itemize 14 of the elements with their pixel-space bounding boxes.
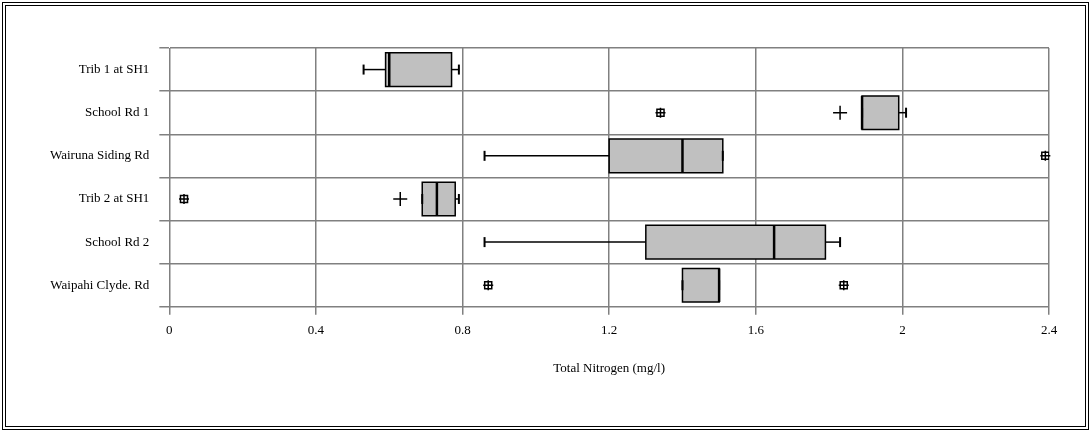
y-tick-label: Wairuna Siding Rd [49, 147, 150, 163]
y-tick-label: Trib 2 at SH1 [78, 190, 150, 206]
x-tick-label: 2.4 [1040, 322, 1058, 338]
x-axis-title: Total Nitrogen (mg/l) [553, 359, 666, 375]
y-tick-label: Trib 1 at SH1 [78, 60, 150, 76]
x-tick-label: 0 [166, 322, 173, 338]
x-tick-label: 0.4 [307, 322, 325, 338]
x-tick-label: 1.6 [747, 322, 765, 338]
y-tick-label: School Rd 2 [85, 233, 150, 249]
y-tick-label: School Rd 1 [85, 104, 150, 120]
x-tick-label: 0.8 [454, 322, 471, 338]
y-tick-label: Waipahi Clyde. Rd [50, 276, 150, 292]
x-tick-label: 1.2 [601, 322, 618, 338]
x-tick-label: 2 [899, 322, 906, 338]
